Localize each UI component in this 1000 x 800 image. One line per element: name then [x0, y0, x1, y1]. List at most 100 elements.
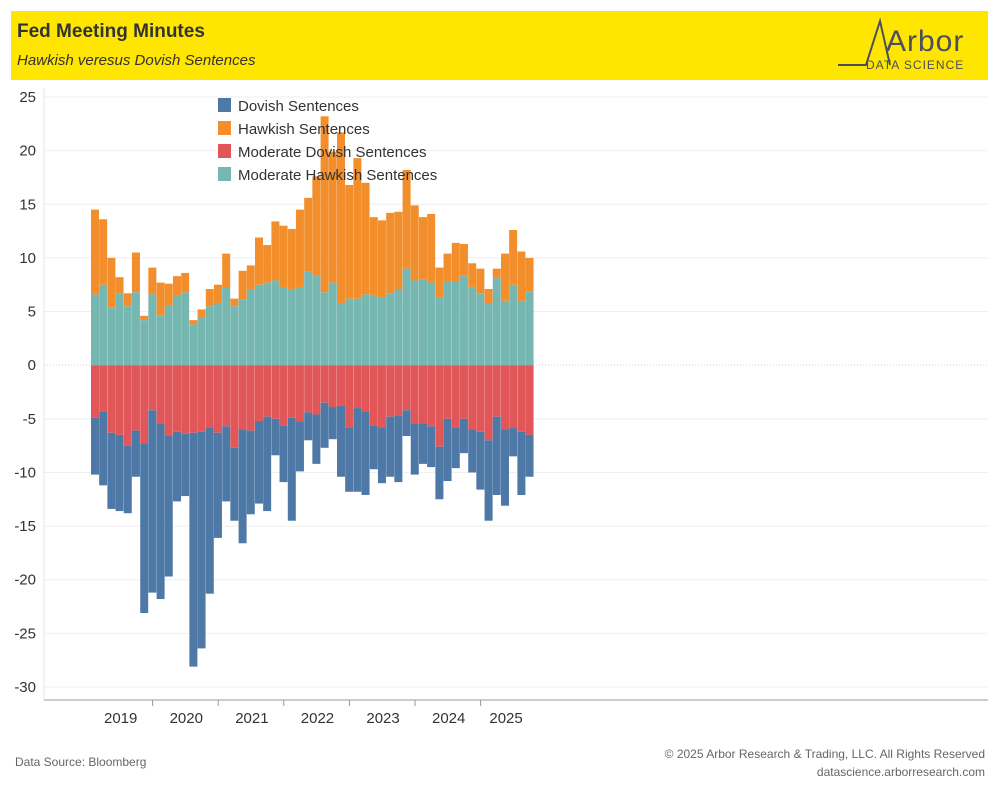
- bar-dovish: [213, 432, 222, 538]
- bar-hawkish: [451, 242, 460, 282]
- bar-moderate-dovish: [484, 365, 493, 441]
- bar-dovish: [91, 417, 99, 475]
- y-tick-label: 15: [19, 196, 36, 213]
- bar-dovish: [337, 405, 345, 477]
- bar-hawkish: [271, 221, 280, 281]
- bar-hawkish: [476, 268, 485, 294]
- bar-moderate-hawkish: [131, 292, 140, 366]
- bar-moderate-dovish: [476, 365, 485, 432]
- bar-dovish: [328, 407, 337, 440]
- bar-moderate-dovish: [107, 365, 116, 433]
- bar-moderate-hawkish: [484, 304, 493, 366]
- bar-moderate-hawkish: [459, 276, 468, 366]
- bar-hawkish: [304, 197, 313, 272]
- bar-hawkish: [140, 315, 149, 321]
- bar-moderate-hawkish: [525, 291, 534, 366]
- bar-hawkish: [353, 158, 362, 299]
- bar-hawkish: [337, 132, 345, 303]
- bar-hawkish: [386, 212, 395, 294]
- bar-moderate-hawkish: [123, 306, 132, 366]
- bar-hawkish: [427, 213, 436, 283]
- y-tick-label: 0: [28, 357, 36, 374]
- bar-dovish: [263, 416, 272, 512]
- bar-hawkish: [189, 320, 198, 325]
- bar-hawkish: [263, 245, 272, 283]
- bar-moderate-dovish: [189, 365, 198, 433]
- chart-title: Fed Meeting Minutes: [17, 21, 205, 42]
- bar-hawkish: [410, 205, 419, 281]
- bar-moderate-dovish: [238, 365, 247, 430]
- bar-dovish: [304, 412, 313, 441]
- bar-dovish: [131, 430, 140, 477]
- x-tick-label: 2023: [366, 710, 399, 727]
- bar-moderate-hawkish: [361, 294, 370, 366]
- bar-moderate-hawkish: [279, 287, 288, 366]
- bar-dovish: [361, 411, 370, 495]
- bar-moderate-dovish: [99, 365, 108, 412]
- stacked-bar-chart: 25 20 15 10 5 0 -5 -10 -15 -20 -25 -30 2019 2020 2021 2…: [14, 88, 988, 727]
- bar-moderate-dovish: [443, 365, 452, 419]
- bar-dovish: [410, 423, 419, 475]
- bar-moderate-dovish: [410, 365, 419, 424]
- bar-moderate-hawkish: [443, 281, 452, 366]
- bar-moderate-dovish: [312, 365, 321, 415]
- bar-moderate-hawkish: [435, 297, 444, 366]
- bar-hawkish: [205, 289, 214, 307]
- bar-dovish: [164, 435, 173, 577]
- bar-hawkish: [295, 209, 304, 288]
- bar-moderate-dovish: [377, 365, 386, 428]
- bar-dovish: [238, 429, 247, 544]
- bar-hawkish: [164, 283, 173, 306]
- bar-dovish: [451, 427, 460, 469]
- x-tick-label: 2025: [489, 710, 522, 727]
- bar-dovish: [443, 418, 452, 482]
- bar-moderate-dovish: [263, 365, 272, 417]
- bar-hawkish: [156, 282, 165, 316]
- bar-moderate-dovish: [123, 365, 132, 446]
- bar-moderate-dovish: [509, 365, 518, 428]
- footer-credits: © 2025 Arbor Research & Trading, LLC. Al…: [665, 745, 985, 781]
- bar-hawkish: [287, 228, 296, 290]
- bar-hawkish: [435, 267, 444, 298]
- bar-moderate-hawkish: [140, 320, 149, 366]
- y-tick-label: 5: [28, 304, 36, 321]
- bar-dovish: [312, 414, 321, 464]
- bar-moderate-dovish: [205, 365, 214, 428]
- bar-moderate-hawkish: [427, 282, 436, 366]
- bar-dovish: [156, 423, 165, 600]
- bar-moderate-hawkish: [107, 307, 116, 366]
- bar-moderate-hawkish: [402, 268, 411, 366]
- bar-dovish: [402, 410, 411, 436]
- bar-hawkish: [222, 253, 231, 288]
- bar-dovish: [295, 422, 304, 472]
- bar-moderate-dovish: [115, 365, 124, 435]
- bar-moderate-hawkish: [337, 302, 345, 366]
- bar-moderate-hawkish: [99, 284, 108, 366]
- bar-moderate-hawkish: [197, 316, 206, 366]
- bar-moderate-hawkish: [173, 295, 181, 366]
- bar-moderate-hawkish: [451, 281, 460, 366]
- bar-moderate-hawkish: [328, 282, 337, 366]
- bar-dovish: [99, 411, 108, 486]
- bar-moderate-dovish: [451, 365, 460, 428]
- bar-moderate-dovish: [320, 365, 329, 403]
- bar-hawkish: [115, 277, 124, 294]
- bar-moderate-dovish: [173, 365, 181, 432]
- bar-moderate-dovish: [197, 365, 206, 432]
- bar-dovish: [509, 427, 518, 457]
- bar-hawkish: [443, 253, 452, 282]
- website-link[interactable]: datascience.arborresearch.com: [816, 765, 985, 779]
- y-tick-label: -5: [23, 411, 36, 428]
- bar-dovish: [419, 423, 427, 464]
- bar-dovish: [271, 418, 280, 456]
- bar-moderate-hawkish: [312, 275, 321, 366]
- bar-hawkish: [279, 225, 288, 288]
- bar-moderate-dovish: [131, 365, 140, 431]
- logo-subtext: DATA SCIENCE: [866, 58, 965, 72]
- bar-dovish: [435, 446, 444, 500]
- bar-moderate-hawkish: [271, 280, 280, 366]
- bar-dovish: [115, 434, 124, 512]
- bar-moderate-dovish: [230, 365, 239, 448]
- bar-moderate-hawkish: [115, 293, 124, 366]
- bar-dovish: [222, 426, 231, 502]
